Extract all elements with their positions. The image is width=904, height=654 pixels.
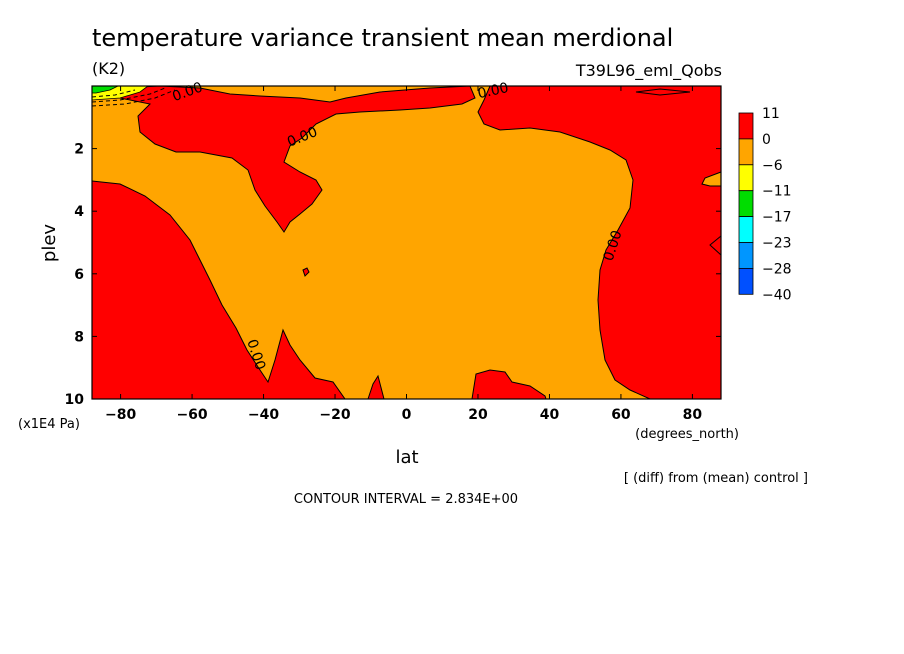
region-red-right	[477, 85, 722, 400]
y-units-label: (x1E4 Pa)	[18, 417, 80, 432]
y-tick-label: 6	[74, 267, 84, 283]
colorbar-level-label: −28	[762, 261, 792, 277]
colorbar-level-label: −6	[762, 158, 783, 174]
x-tick-label: 60	[611, 407, 631, 423]
contour-label: 0.00	[476, 80, 510, 102]
experiment-label: T39L96_eml_Qobs	[575, 61, 722, 81]
x-tick-label: −80	[105, 407, 136, 423]
x-tick-label: 40	[540, 407, 560, 423]
x-tick-label: 0	[402, 407, 412, 423]
x-tick-label: −20	[319, 407, 350, 423]
colorbar: 11 0 −6 −11 −17 −23 −28 −40	[738, 106, 792, 303]
colorbar-level-label: −40	[762, 287, 792, 303]
x-tick-label: 20	[468, 407, 488, 423]
y-tick-label: 2	[74, 142, 84, 158]
x-axis-label: lat	[395, 447, 418, 468]
small-contour-right-edge	[709, 235, 722, 256]
y-axis-label: plev	[39, 224, 60, 263]
y-axis: 2 4 6 8 10	[65, 142, 721, 408]
colorbar-level-label: 0	[762, 132, 771, 148]
y-tick-label: 4	[74, 204, 84, 220]
colorbar-swatch	[738, 190, 754, 217]
colorbar-swatch	[738, 216, 754, 243]
colorbar-swatch	[738, 267, 754, 295]
y-tick-label: 8	[74, 329, 84, 345]
x-units-label: (degrees_north)	[635, 427, 739, 442]
colorbar-level-label: −23	[762, 236, 792, 252]
y-tick-label: 10	[65, 392, 85, 408]
small-contour-center	[302, 267, 310, 277]
contour-interval: CONTOUR INTERVAL = 2.834E+00	[294, 492, 518, 507]
region-red-left	[91, 180, 346, 400]
x-tick-label: −40	[248, 407, 279, 423]
colorbar-swatch	[738, 112, 754, 140]
colorbar-level-label: −11	[762, 184, 792, 200]
diff-note: [ (diff) from (mean) control ]	[624, 471, 808, 486]
negative-contours	[91, 87, 176, 107]
plot-area	[91, 85, 722, 400]
region-red-upper-left	[91, 85, 476, 233]
x-axis: −80 −60 −40 −20 0 20 40 60 80	[105, 86, 702, 423]
colorbar-swatch	[738, 138, 754, 166]
units-label: (K2)	[92, 59, 125, 78]
colorbar-swatch	[738, 164, 754, 192]
chart-title: temperature variance transient mean merd…	[92, 24, 673, 52]
region-red-bottom-right	[471, 369, 547, 400]
colorbar-swatch	[738, 242, 754, 269]
x-tick-label: 80	[683, 407, 703, 423]
small-contour-top-right	[635, 88, 691, 96]
colorbar-level-label: −17	[762, 210, 792, 226]
colorbar-level-label: 11	[762, 106, 780, 122]
x-tick-label: −60	[176, 407, 207, 423]
